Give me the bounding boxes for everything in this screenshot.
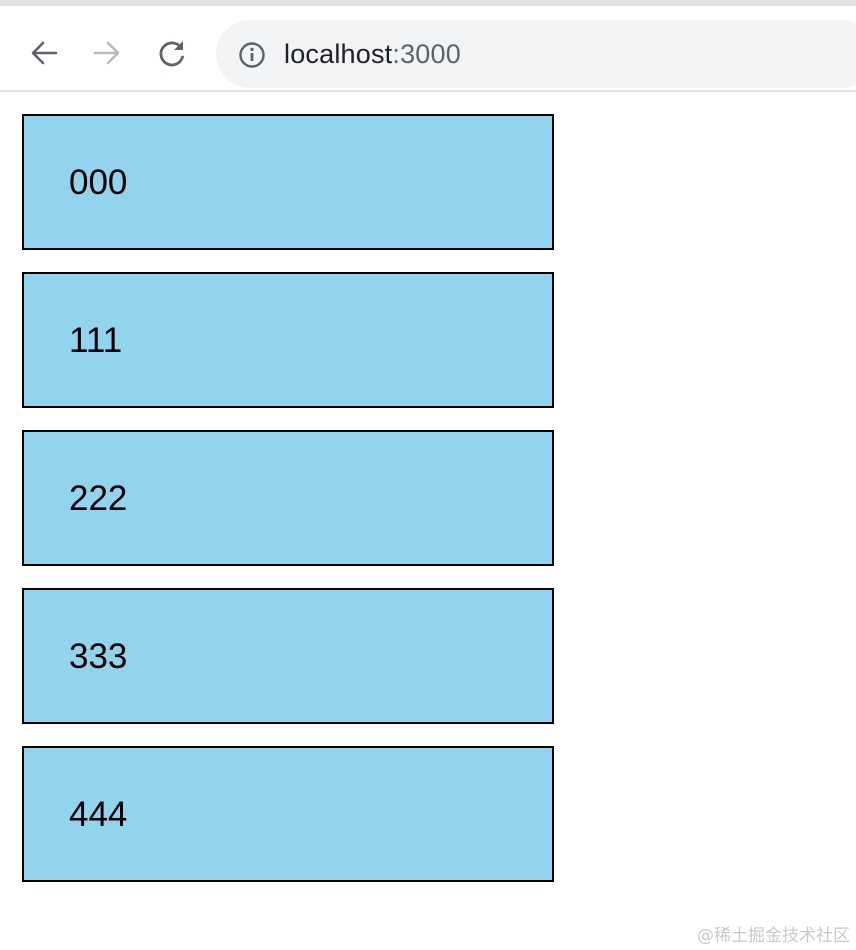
list-item: 222: [22, 430, 554, 566]
url-port: :3000: [392, 39, 461, 69]
list-item-label: 222: [69, 479, 128, 518]
reload-button[interactable]: [150, 31, 194, 75]
toolbar-divider: [0, 90, 856, 92]
watermark: @稀土掘金技术社区: [697, 926, 850, 946]
list-item: 444: [22, 746, 554, 882]
list-item-label: 111: [69, 321, 123, 360]
url-text[interactable]: localhost:3000: [284, 37, 461, 71]
reload-icon: [159, 41, 184, 67]
address-bar[interactable]: localhost:3000: [216, 20, 856, 88]
list-item: 333: [22, 588, 554, 724]
arrow-left-icon: [31, 41, 58, 65]
back-button[interactable]: [22, 31, 66, 75]
url-host: localhost: [284, 39, 393, 69]
window-top-strip: [0, 0, 856, 6]
list-item: 111: [22, 272, 554, 408]
forward-button[interactable]: [85, 31, 129, 75]
browser-toolbar: localhost:3000: [0, 6, 856, 90]
arrow-right-icon: [93, 41, 120, 65]
list-item-label: 444: [69, 795, 128, 834]
list-item-label: 333: [69, 637, 128, 676]
list-item-label: 000: [69, 163, 128, 202]
info-circle-icon[interactable]: [238, 41, 266, 69]
list-item: 000: [22, 114, 554, 250]
